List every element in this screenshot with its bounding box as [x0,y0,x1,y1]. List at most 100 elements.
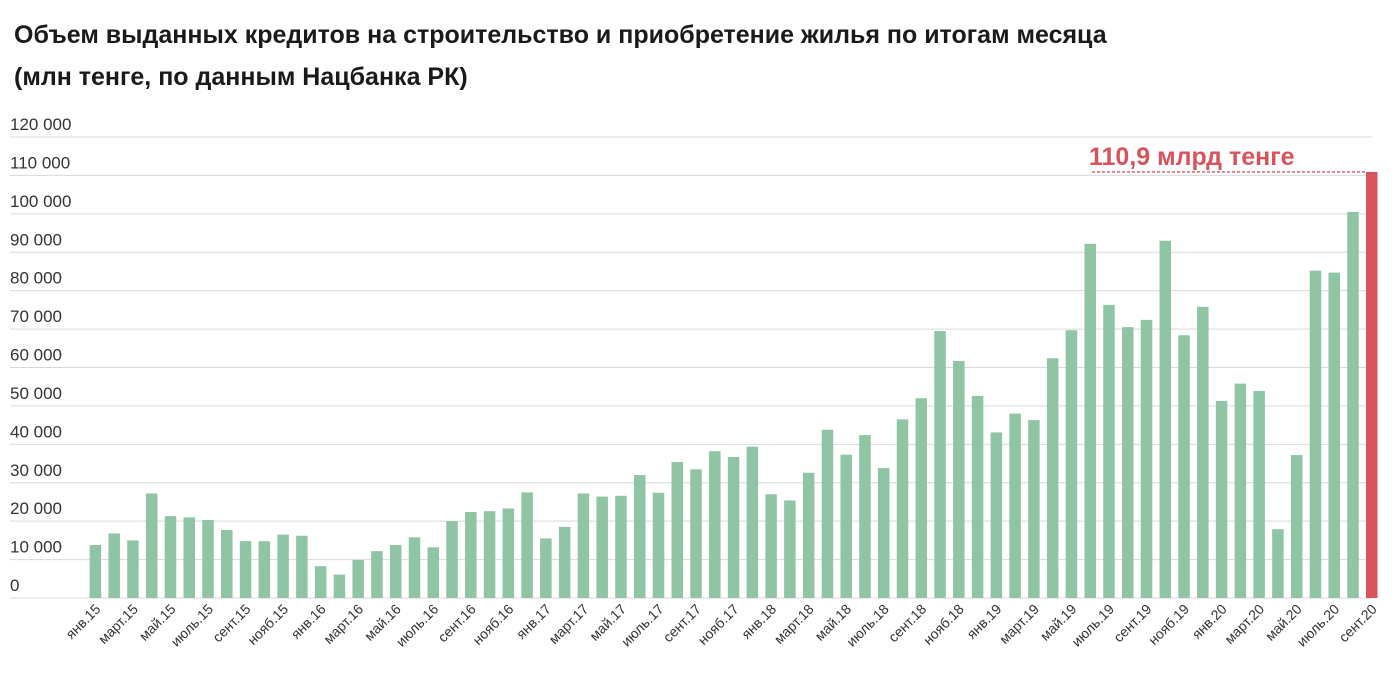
bar [1122,327,1134,598]
y-tick-label: 10 000 [10,538,62,557]
y-tick-label: 50 000 [10,384,62,403]
y-tick-label: 0 [10,576,19,595]
bar [1084,243,1096,598]
bar [896,419,909,598]
x-tick-label: март.18 [771,601,817,647]
bar [615,495,627,598]
bar [1253,390,1265,598]
x-tick-label: сент.20 [1335,601,1380,646]
bar [145,493,158,598]
bar [915,398,928,598]
x-tick-label: нояб.19 [1145,601,1192,648]
x-tick-label: март.19 [996,601,1042,647]
y-tick-label: 110 000 [10,153,70,172]
bar [1046,358,1059,598]
bar [221,530,233,598]
x-tick-label: март.17 [545,601,591,647]
bar [652,492,665,598]
bar [1328,272,1340,598]
bar [671,462,684,598]
bar [239,541,252,598]
chart-title-line-2: (млн тенге, по данным Нацбанка РК) [14,63,468,91]
bar [296,535,308,598]
bar [483,511,496,598]
x-tick-label: нояб.16 [469,601,516,648]
bar [1103,304,1115,598]
bar [784,500,796,598]
x-tick-label: март.20 [1221,601,1267,647]
bar [821,429,834,598]
bar [1159,240,1172,598]
bar [1215,400,1228,598]
bar [446,521,458,598]
bar [802,472,815,598]
x-axis-ticks: янв.15март.15май.15июль.15сент.15нояб.15… [62,601,1380,650]
bar [859,435,871,598]
bars [89,171,1378,598]
bar [502,508,515,598]
x-tick-label: июль.18 [843,601,892,650]
bar [164,516,177,598]
bar [465,511,477,598]
bar [1290,455,1303,598]
y-tick-label: 40 000 [10,422,62,441]
bar [1009,413,1021,598]
bar [1347,211,1359,598]
bar [408,537,421,598]
bar [202,520,214,598]
bar [727,457,740,598]
bar [990,432,1003,598]
bar [258,541,271,598]
bar [277,534,289,598]
bar [389,544,402,598]
bar [877,468,890,598]
bar [89,544,102,598]
bar [540,538,552,598]
bar [1065,330,1078,598]
chart-title: Объем выданных кредитов на строительство… [14,14,1374,98]
bar [183,517,195,598]
y-tick-label: 80 000 [10,269,62,288]
bar [765,494,777,598]
bar [633,475,646,598]
y-tick-label: 90 000 [10,230,62,249]
y-tick-label: 120 000 [10,115,71,134]
bar [953,360,965,598]
x-tick-label: нояб.17 [695,601,742,648]
bar [558,526,571,598]
x-tick-label: март.15 [95,601,141,647]
chart-title-line-1: Объем выданных кредитов на строительство… [14,21,1107,49]
bar [596,496,608,598]
bar [1028,420,1040,598]
x-tick-label: июль.16 [393,601,442,650]
bar [314,566,327,598]
bar [709,451,721,598]
annotation-label: 110,9 млрд тенге [1089,143,1295,171]
y-axis-ticks: 0 10 000 20 000 30 000 40 000 50 000 60 000 70 … [10,115,71,595]
y-tick-label: 30 000 [10,461,62,480]
bar [840,454,852,598]
bar-highlight [1366,171,1378,598]
y-tick-label: 20 000 [10,499,62,518]
bar [690,469,702,598]
bar [1234,383,1247,598]
x-tick-label: июль.20 [1294,601,1343,650]
bar [746,446,759,598]
y-tick-label: 100 000 [10,192,71,211]
bar [1272,529,1284,598]
bar [521,492,533,598]
bar [1309,270,1322,598]
bar [371,551,383,598]
bar [427,547,440,598]
x-tick-label: нояб.18 [920,601,967,648]
bar [577,493,590,598]
bar [108,533,120,598]
x-tick-label: июль.17 [618,601,667,650]
bar [333,574,346,598]
bar [352,559,364,598]
x-tick-label: июль.19 [1068,601,1117,650]
bar [934,331,946,598]
x-tick-label: нояб.15 [244,601,291,648]
annotation: 110,9 млрд тенге [1089,143,1367,173]
